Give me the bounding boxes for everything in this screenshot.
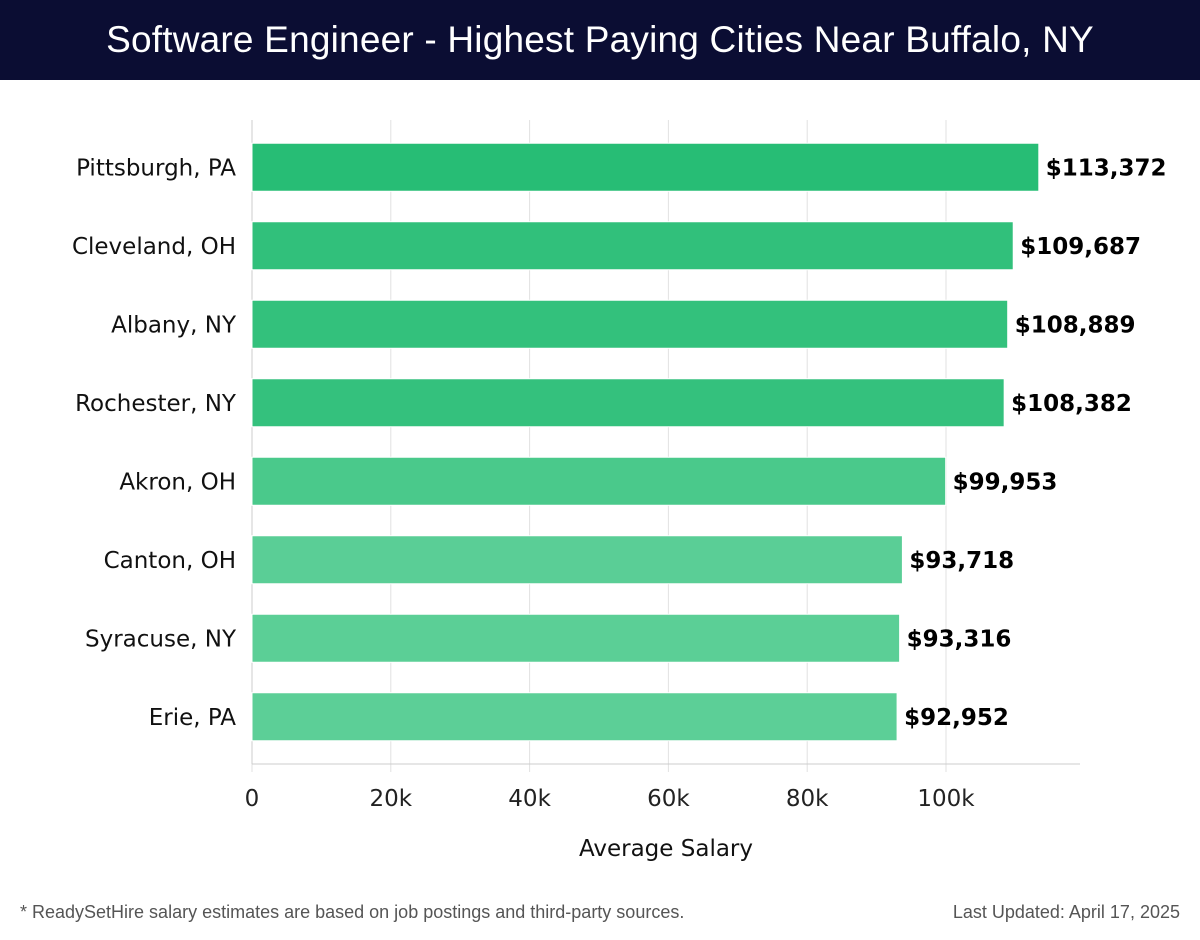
bar-value-label: $108,889	[1015, 312, 1136, 338]
x-tick-label: 60k	[647, 786, 690, 812]
bar-value-label: $99,953	[953, 469, 1058, 495]
x-tick-label: 20k	[370, 786, 413, 812]
y-category-label: Syracuse, NY	[85, 626, 237, 652]
bar	[251, 692, 898, 742]
gridlines	[251, 120, 1080, 772]
labels: 0 20k 40k 60k 80k 100k Pittsburgh, PA $113,372 C…	[72, 155, 1167, 812]
bar	[251, 535, 903, 585]
bar-value-label: $93,316	[907, 626, 1012, 652]
bar-value-label: $92,952	[904, 705, 1009, 731]
bar-value-label: $113,372	[1046, 155, 1167, 181]
bar-chart: 0 20k 40k 60k 80k 100k Pittsburgh, PA $113,372 C…	[72, 120, 1167, 862]
y-category-label: Canton, OH	[104, 548, 236, 574]
y-category-label: Rochester, NY	[75, 391, 237, 417]
y-category-label: Akron, OH	[119, 469, 236, 495]
x-tick-label: 80k	[786, 786, 829, 812]
x-tick-label: 40k	[508, 786, 551, 812]
x-tick-label: 100k	[917, 786, 975, 812]
chart-title: Software Engineer - Highest Paying Citie…	[106, 19, 1094, 60]
last-updated: Last Updated: April 17, 2025	[952, 902, 1180, 922]
x-axis-title: Average Salary	[579, 836, 753, 862]
bar	[251, 142, 1040, 192]
x-tick-label: 0	[245, 786, 260, 812]
bar-value-label: $109,687	[1020, 234, 1141, 260]
y-category-label: Cleveland, OH	[72, 234, 236, 260]
bar-value-label: $93,718	[909, 548, 1014, 574]
footer-note: * ReadySetHire salary estimates are base…	[20, 902, 685, 922]
y-category-label: Erie, PA	[149, 705, 237, 731]
y-category-label: Pittsburgh, PA	[76, 155, 236, 181]
bar-value-label: $108,382	[1011, 391, 1132, 417]
bar	[251, 613, 901, 663]
bars	[251, 142, 1040, 742]
y-category-label: Albany, NY	[111, 312, 237, 338]
bar	[251, 378, 1005, 428]
chart-header: Software Engineer - Highest Paying Citie…	[0, 0, 1200, 80]
bar	[251, 221, 1014, 271]
bar	[251, 299, 1009, 349]
bar	[251, 456, 947, 506]
